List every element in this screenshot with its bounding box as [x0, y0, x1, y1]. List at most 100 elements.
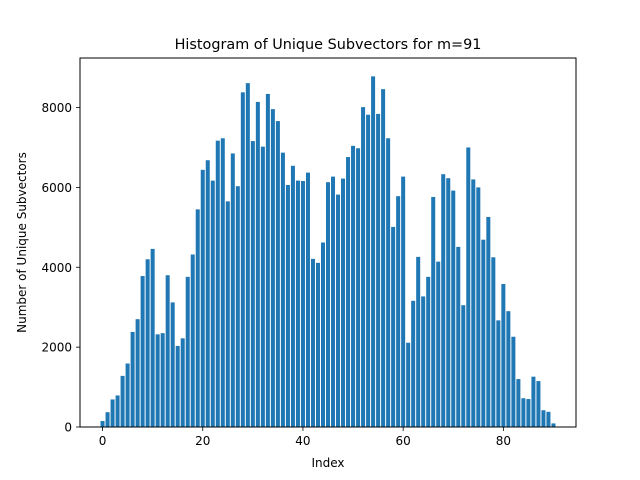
bar	[391, 226, 396, 427]
bar	[185, 276, 190, 427]
bar	[386, 138, 391, 427]
bar	[396, 196, 401, 427]
bar	[150, 248, 155, 427]
bar	[376, 113, 381, 427]
bar	[346, 157, 351, 428]
bar	[521, 398, 526, 427]
plot-area-frame	[79, 57, 577, 428]
y-tick-label: 6000	[41, 181, 72, 195]
bar	[135, 319, 140, 427]
bar	[210, 180, 215, 427]
bar	[471, 179, 476, 427]
bar	[456, 246, 461, 427]
bar	[120, 375, 125, 427]
bar	[205, 160, 210, 428]
bar	[220, 138, 225, 427]
y-axis-label: Number of Unique Subvectors	[15, 152, 29, 333]
x-tick-label: 20	[195, 434, 210, 448]
bar	[451, 190, 456, 427]
bar	[165, 275, 170, 427]
bar	[180, 338, 185, 427]
bar	[240, 92, 245, 427]
bar	[190, 254, 195, 427]
bar	[310, 258, 315, 427]
bar	[145, 259, 150, 427]
bar	[351, 145, 356, 428]
bar	[115, 395, 120, 427]
bar	[366, 114, 371, 428]
bar	[486, 216, 491, 427]
y-tick-label: 4000	[41, 261, 72, 275]
x-axis-label: Index	[311, 456, 344, 470]
bar	[446, 178, 451, 427]
bar	[235, 186, 240, 427]
bar	[155, 334, 160, 427]
bar	[130, 331, 135, 427]
y-axis-ticks: 0 2000 4000 6000 8000	[41, 101, 80, 435]
bar	[546, 411, 551, 427]
x-tick-label: 0	[99, 434, 107, 448]
bar	[100, 421, 105, 427]
bar	[461, 305, 466, 427]
x-tick-label: 40	[295, 434, 310, 448]
bar	[331, 176, 336, 427]
bar	[436, 261, 441, 427]
bar	[295, 180, 300, 427]
bar	[491, 257, 496, 427]
bar	[200, 169, 205, 427]
y-tick-label: 8000	[41, 101, 72, 115]
bar	[536, 381, 541, 427]
bar	[326, 182, 331, 427]
x-tick-label: 60	[396, 434, 411, 448]
x-tick-label: 80	[496, 434, 511, 448]
bar	[476, 187, 481, 427]
bar	[356, 148, 361, 427]
bar	[401, 176, 406, 427]
bar	[275, 121, 280, 427]
bar	[290, 165, 295, 427]
bar	[105, 412, 110, 427]
bar	[511, 336, 516, 427]
bar	[506, 311, 511, 427]
bar	[320, 242, 325, 427]
bar	[300, 181, 305, 427]
x-axis-ticks: 0 20 40 60 80	[99, 427, 511, 448]
bar	[110, 399, 115, 427]
bar	[531, 376, 536, 427]
bar	[431, 196, 436, 427]
y-tick-label: 2000	[41, 341, 72, 355]
bar	[225, 201, 230, 427]
bar	[481, 239, 486, 427]
bar	[341, 178, 346, 427]
bar	[466, 147, 471, 427]
bar	[526, 399, 531, 427]
chart-title: Histogram of Unique Subvectors for m=91	[175, 37, 482, 53]
bar	[255, 101, 260, 428]
bar	[285, 184, 290, 427]
bar	[140, 276, 145, 427]
bar	[336, 194, 341, 427]
bar	[280, 152, 285, 427]
bar	[371, 76, 376, 428]
bar	[170, 302, 175, 427]
bar	[195, 209, 200, 427]
bar	[265, 93, 270, 427]
bar	[516, 379, 521, 427]
bar	[541, 410, 546, 427]
bar	[501, 284, 506, 427]
bar	[305, 172, 310, 427]
bar	[551, 423, 556, 427]
bar	[315, 262, 320, 427]
bar	[441, 174, 446, 427]
bar	[160, 333, 165, 427]
bar	[426, 276, 431, 427]
bar	[175, 345, 180, 427]
bar	[421, 296, 426, 427]
y-tick-label: 0	[64, 421, 72, 435]
bar	[125, 363, 130, 427]
bar-series	[100, 76, 556, 428]
bar	[230, 153, 235, 427]
bar	[215, 140, 220, 428]
bar	[361, 107, 366, 428]
